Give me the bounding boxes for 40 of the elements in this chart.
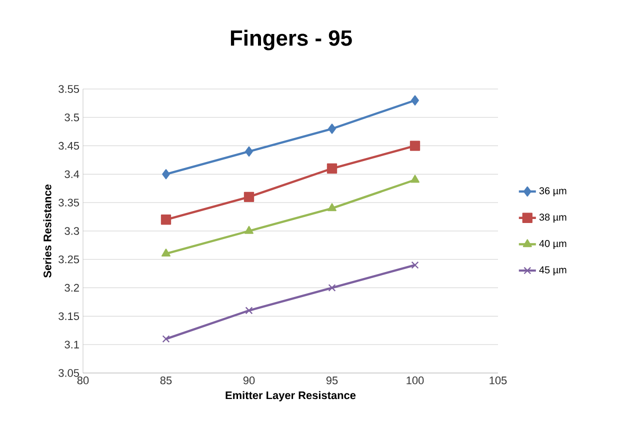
point xyxy=(411,261,419,269)
x-tick-label: 80 xyxy=(77,376,89,384)
y-tick-label: 3.05 xyxy=(58,369,80,377)
point xyxy=(162,248,170,257)
chart-title: Fingers - 95 xyxy=(230,30,352,50)
point xyxy=(162,335,170,343)
legend-label: 36 µm xyxy=(539,187,566,196)
y-tick-label: 3.15 xyxy=(58,312,80,320)
y-tick-label: 3.1 xyxy=(64,340,79,348)
x-axis-title: Emitter Layer Resistance xyxy=(226,391,356,402)
legend-label: 45 µm xyxy=(539,266,566,276)
y-axis-title: Series Resistance xyxy=(43,184,52,278)
y-tick-label: 3.35 xyxy=(58,198,80,206)
point xyxy=(411,95,419,106)
point xyxy=(328,203,336,212)
point xyxy=(245,306,253,314)
y-tick-label: 3.25 xyxy=(58,256,80,264)
x-tick-label: 90 xyxy=(243,376,255,384)
x-tick-label: 85 xyxy=(160,376,172,384)
y-tick-label: 3.5 xyxy=(64,114,80,122)
y-tick-label: 3.2 xyxy=(64,284,79,292)
x-tick-label: 100 xyxy=(406,376,424,384)
point xyxy=(328,124,336,134)
legend-label: 40 µm xyxy=(539,240,566,250)
legend-label: 38 µm xyxy=(539,214,566,223)
point xyxy=(160,214,172,225)
point xyxy=(326,163,338,174)
point xyxy=(410,174,420,183)
y-tick-label: 3.4 xyxy=(64,170,80,178)
point xyxy=(162,169,170,180)
x-tick-label: 105 xyxy=(490,376,507,384)
y-tick-label: 3.3 xyxy=(64,227,79,235)
point xyxy=(410,140,420,151)
point xyxy=(244,226,254,234)
x-tick-label: 95 xyxy=(326,376,338,384)
point xyxy=(244,192,254,202)
y-tick-label: 3.55 xyxy=(58,85,80,93)
y-tick-label: 3.45 xyxy=(58,142,80,150)
point xyxy=(328,284,336,292)
point xyxy=(245,146,253,157)
